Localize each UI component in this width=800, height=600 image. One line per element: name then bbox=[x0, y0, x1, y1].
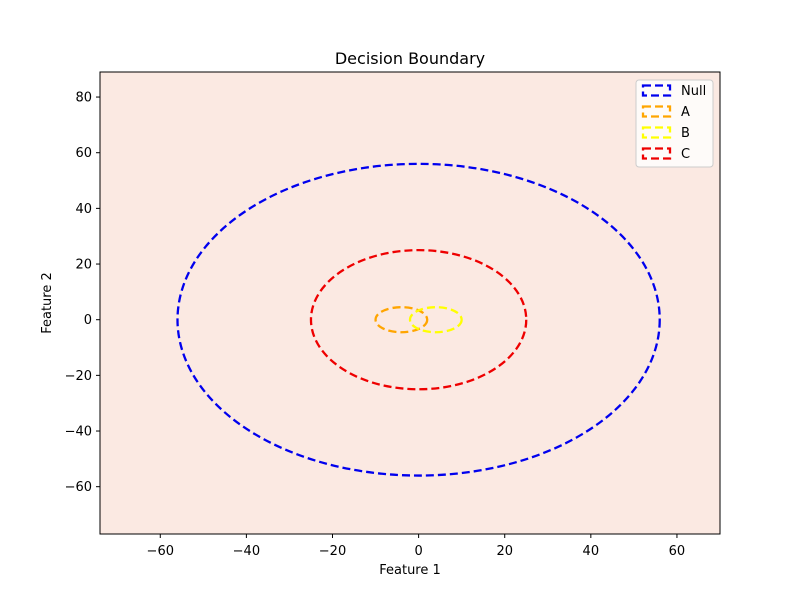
decision-boundaries bbox=[176, 162, 661, 477]
boundary-b bbox=[408, 306, 463, 334]
x-tick-label: 40 bbox=[583, 544, 600, 559]
legend: Null ABC bbox=[635, 79, 714, 168]
boundary-null bbox=[176, 162, 661, 477]
legend-label-null: Null bbox=[681, 84, 706, 99]
x-axis: −60 −40 −20 0 20 40 60 bbox=[147, 534, 686, 559]
legend-label-c: C bbox=[681, 147, 690, 162]
legend-box bbox=[635, 79, 714, 168]
x-tick-label: 60 bbox=[669, 544, 686, 559]
y-tick-label: −40 bbox=[65, 425, 92, 440]
x-tick-label: 0 bbox=[414, 544, 422, 559]
x-axis-label: Feature 1 bbox=[379, 563, 441, 578]
legend-swatch-b bbox=[641, 126, 672, 139]
boundary-a bbox=[374, 306, 429, 334]
y-tick-label: 20 bbox=[75, 258, 92, 273]
boundary-c bbox=[309, 248, 528, 391]
legend-label-b: B bbox=[681, 126, 690, 141]
x-tick-label: −20 bbox=[319, 544, 346, 559]
legend-swatch-a bbox=[641, 105, 672, 118]
y-axis: −60 −40 −20 0 20 40 60 80 bbox=[65, 91, 100, 495]
legend-swatch-c bbox=[641, 147, 672, 160]
chart-title: Decision Boundary bbox=[335, 49, 485, 68]
legend-swatch-null bbox=[641, 84, 672, 97]
x-tick-label: 20 bbox=[496, 544, 513, 559]
legend-label-a: A bbox=[681, 105, 690, 120]
plot-area bbox=[100, 72, 720, 534]
plot-frame bbox=[99, 71, 721, 535]
y-tick-label: 40 bbox=[75, 202, 92, 217]
y-tick-label: −20 bbox=[65, 369, 92, 384]
x-tick-label: −40 bbox=[233, 544, 260, 559]
y-tick-label: 60 bbox=[75, 146, 92, 161]
y-axis-label: Feature 2 bbox=[40, 272, 55, 334]
y-tick-label: 80 bbox=[75, 91, 92, 106]
x-tick-label: −60 bbox=[147, 544, 174, 559]
y-tick-label: 0 bbox=[84, 313, 92, 328]
y-tick-label: −60 bbox=[65, 480, 92, 495]
